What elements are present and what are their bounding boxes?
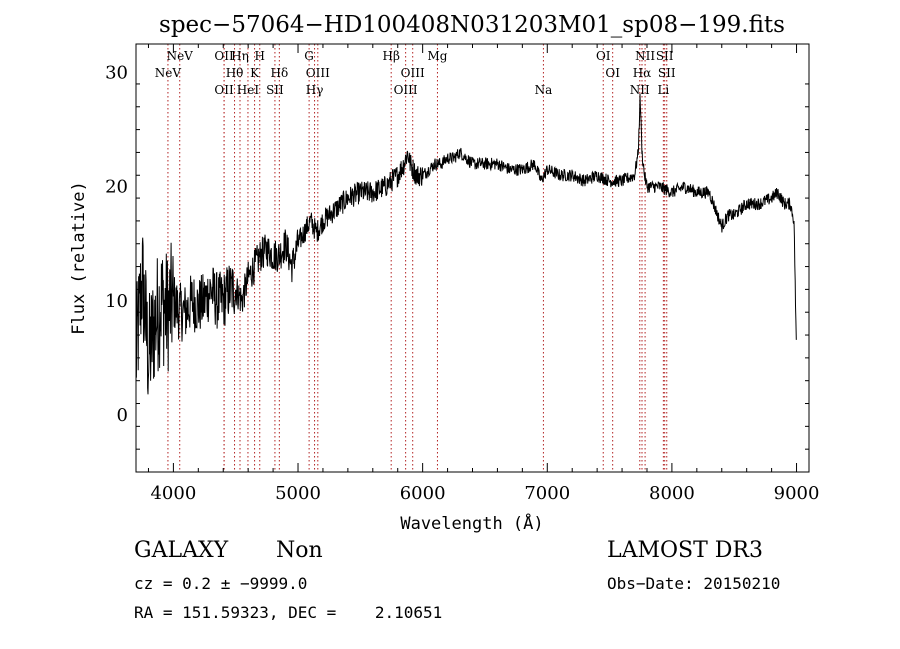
y-tick-label: 0 — [117, 405, 128, 426]
spectral-line-label: NII — [630, 83, 650, 97]
object-class: GALAXY — [134, 538, 229, 563]
flux-series-line — [135, 93, 797, 395]
spectral-line-label: Mg — [427, 49, 447, 63]
spectral-line-label: NII — [635, 49, 655, 63]
spectral-line-label: H — [255, 49, 265, 63]
spectral-line-label: OI — [596, 49, 611, 63]
spectral-line-label: OIII — [394, 83, 418, 97]
spectral-line-markers — [167, 44, 668, 472]
y-tick-label: 20 — [105, 177, 128, 198]
x-tick-label: 5000 — [275, 483, 321, 504]
spectral-line-label: SII — [656, 49, 674, 63]
object-subclass: Non — [276, 538, 323, 563]
spectral-line-label: HeI — [237, 83, 260, 97]
spectral-line-label: G — [304, 49, 314, 63]
ra-dec-coordinates: RA = 151.59323, DEC = 2.10651 — [134, 603, 443, 622]
spectral-line-label: Hγ — [306, 83, 324, 97]
y-axis-label: Flux (relative) — [69, 181, 89, 335]
spectral-line-label: OI — [605, 66, 620, 80]
x-tick-label: 6000 — [400, 483, 446, 504]
spectral-line-label: NeV — [167, 49, 194, 63]
x-tick-label: 4000 — [150, 483, 196, 504]
spectral-line-label: SII — [266, 83, 284, 97]
redshift-cz: cz = 0.2 ± −9999.0 — [134, 574, 308, 593]
spectral-line-label: Hθ — [226, 66, 244, 80]
y-tick-label: 30 — [105, 63, 128, 84]
observation-date: Obs−Date: 20150210 — [607, 574, 781, 593]
y-axis-ticks: 0 10 20 30 — [105, 63, 809, 473]
spectral-line-label: NeV — [155, 66, 182, 80]
x-axis-ticks: 4000 5000 6000 7000 8000 9000 — [147, 44, 820, 504]
x-tick-label: 7000 — [524, 483, 570, 504]
spectral-line-label: Li — [657, 83, 669, 97]
spectral-line-label: OIII — [401, 66, 425, 80]
spectral-line-label: OII — [214, 83, 234, 97]
x-axis-label: Wavelength (Å) — [400, 512, 543, 534]
spectral-line-label: K — [250, 66, 260, 80]
spectral-line-label: Na — [535, 83, 553, 97]
spectral-line-label: OII — [214, 49, 234, 63]
spectral-line-label: Hβ — [382, 49, 399, 63]
plot-frame — [135, 43, 810, 473]
chart-title: spec−57064−HD100408N031203M01_sp08−199.f… — [159, 12, 785, 38]
x-tick-label: 8000 — [649, 483, 695, 504]
spectral-line-label: Hδ — [270, 66, 288, 80]
y-tick-label: 10 — [105, 291, 128, 312]
x-tick-label: 9000 — [774, 483, 820, 504]
spectral-line-label: SII — [658, 66, 676, 80]
spectral-line-label: Hη — [231, 49, 249, 63]
spectral-line-label: Hα — [633, 66, 652, 80]
spectral-line-label: OIII — [306, 66, 330, 80]
survey-name: LAMOST DR3 — [607, 538, 763, 563]
